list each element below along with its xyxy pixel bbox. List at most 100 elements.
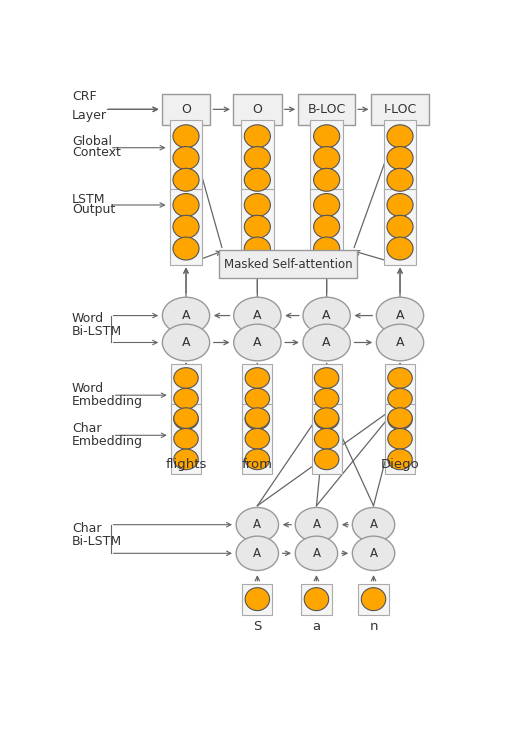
Ellipse shape xyxy=(173,215,199,238)
FancyBboxPatch shape xyxy=(241,189,274,265)
FancyBboxPatch shape xyxy=(371,94,429,125)
Ellipse shape xyxy=(173,147,199,170)
Ellipse shape xyxy=(315,429,339,449)
FancyBboxPatch shape xyxy=(242,404,272,474)
Text: A: A xyxy=(322,336,331,349)
Ellipse shape xyxy=(234,324,281,361)
Ellipse shape xyxy=(388,429,412,449)
Text: A: A xyxy=(182,309,190,322)
Ellipse shape xyxy=(313,168,340,191)
FancyBboxPatch shape xyxy=(171,404,201,474)
FancyBboxPatch shape xyxy=(385,364,415,434)
Ellipse shape xyxy=(387,237,413,260)
Text: LSTM: LSTM xyxy=(72,193,105,206)
Ellipse shape xyxy=(313,125,340,148)
Ellipse shape xyxy=(388,388,412,409)
Ellipse shape xyxy=(315,408,339,429)
Text: S: S xyxy=(253,620,261,633)
FancyBboxPatch shape xyxy=(161,94,210,125)
Text: A: A xyxy=(396,336,404,349)
FancyBboxPatch shape xyxy=(298,94,355,125)
Ellipse shape xyxy=(163,298,210,334)
FancyBboxPatch shape xyxy=(311,364,342,434)
Ellipse shape xyxy=(174,408,198,429)
Text: a: a xyxy=(312,620,320,633)
Ellipse shape xyxy=(174,449,198,469)
Text: Embedding: Embedding xyxy=(72,435,143,448)
Ellipse shape xyxy=(303,324,350,361)
FancyBboxPatch shape xyxy=(385,404,415,474)
Ellipse shape xyxy=(174,429,198,449)
Ellipse shape xyxy=(315,388,339,409)
FancyBboxPatch shape xyxy=(242,364,272,434)
Ellipse shape xyxy=(313,147,340,170)
Ellipse shape xyxy=(245,429,270,449)
Text: Bi-LSTM: Bi-LSTM xyxy=(72,536,122,548)
Ellipse shape xyxy=(295,507,338,542)
Text: from: from xyxy=(242,458,273,471)
FancyBboxPatch shape xyxy=(241,121,274,196)
Ellipse shape xyxy=(245,409,270,429)
FancyBboxPatch shape xyxy=(310,189,343,265)
Text: A: A xyxy=(322,309,331,322)
Ellipse shape xyxy=(245,388,270,409)
Text: A: A xyxy=(254,547,261,559)
Text: Global: Global xyxy=(72,135,112,149)
Ellipse shape xyxy=(173,125,199,148)
Ellipse shape xyxy=(173,237,199,260)
Text: A: A xyxy=(396,309,404,322)
Ellipse shape xyxy=(304,588,329,611)
Text: A: A xyxy=(182,336,190,349)
Ellipse shape xyxy=(245,588,270,611)
Ellipse shape xyxy=(173,168,199,191)
Text: A: A xyxy=(370,547,378,559)
Text: Embedding: Embedding xyxy=(72,395,143,408)
Ellipse shape xyxy=(244,237,270,260)
Text: O: O xyxy=(181,103,191,116)
FancyBboxPatch shape xyxy=(383,121,416,196)
FancyBboxPatch shape xyxy=(301,584,331,615)
Ellipse shape xyxy=(244,147,270,170)
Text: A: A xyxy=(253,336,261,349)
FancyBboxPatch shape xyxy=(170,121,203,196)
Ellipse shape xyxy=(387,193,413,217)
FancyBboxPatch shape xyxy=(171,364,201,434)
FancyBboxPatch shape xyxy=(170,189,203,265)
FancyBboxPatch shape xyxy=(242,584,272,615)
Text: Word: Word xyxy=(72,312,104,325)
FancyBboxPatch shape xyxy=(311,404,342,474)
Text: Bi-LSTM: Bi-LSTM xyxy=(72,325,122,339)
Ellipse shape xyxy=(377,298,423,334)
Text: B-LOC: B-LOC xyxy=(308,103,346,116)
Text: Layer: Layer xyxy=(72,109,107,121)
Ellipse shape xyxy=(313,193,340,217)
Ellipse shape xyxy=(315,449,339,469)
Text: O: O xyxy=(252,103,262,116)
Text: A: A xyxy=(312,547,320,559)
Ellipse shape xyxy=(387,215,413,238)
Text: A: A xyxy=(253,309,261,322)
Text: Masked Self-attention: Masked Self-attention xyxy=(224,257,352,271)
Text: n: n xyxy=(369,620,378,633)
Ellipse shape xyxy=(174,368,198,388)
FancyBboxPatch shape xyxy=(233,94,282,125)
Ellipse shape xyxy=(174,388,198,409)
Ellipse shape xyxy=(361,588,386,611)
Ellipse shape xyxy=(174,409,198,429)
Ellipse shape xyxy=(388,368,412,388)
Ellipse shape xyxy=(315,409,339,429)
Ellipse shape xyxy=(163,324,210,361)
Ellipse shape xyxy=(303,298,350,334)
Ellipse shape xyxy=(377,324,423,361)
Ellipse shape xyxy=(236,536,279,571)
Text: A: A xyxy=(312,518,320,531)
Ellipse shape xyxy=(244,215,270,238)
Ellipse shape xyxy=(388,409,412,429)
Ellipse shape xyxy=(244,168,270,191)
FancyBboxPatch shape xyxy=(219,250,357,278)
Text: A: A xyxy=(254,518,261,531)
Text: I-LOC: I-LOC xyxy=(383,103,417,116)
Ellipse shape xyxy=(388,408,412,429)
Text: Context: Context xyxy=(72,146,121,158)
Ellipse shape xyxy=(244,193,270,217)
